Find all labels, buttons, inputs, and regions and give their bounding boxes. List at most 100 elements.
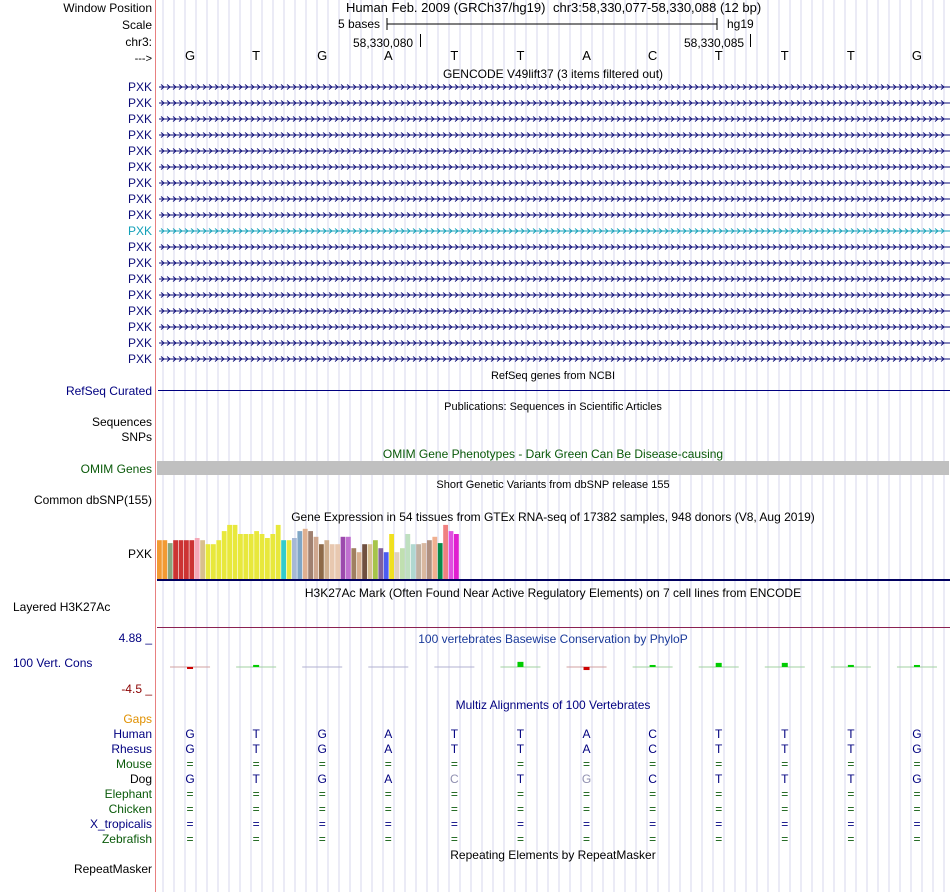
gencode-gene-label[interactable]: PXK (127, 336, 152, 350)
base-letter: G (911, 48, 923, 63)
publications-label-line2[interactable]: SNPs (121, 430, 152, 444)
base-letter: T (714, 48, 723, 63)
window-position-label: Window Position (63, 1, 152, 15)
multiz-aligned-base: = (583, 802, 591, 816)
multiz-aligned-base: = (384, 757, 392, 771)
multiz-aligned-base: A (384, 772, 393, 786)
multiz-aligned-base: = (649, 817, 657, 831)
multiz-species-label[interactable]: Human (113, 727, 152, 741)
multiz-aligned-base: = (186, 817, 194, 831)
multiz-species-label[interactable]: Elephant (104, 787, 152, 801)
gencode-gene-label[interactable]: PXK (127, 256, 152, 270)
multiz-gaps-label[interactable]: Gaps (123, 712, 152, 726)
gencode-gene-label[interactable]: PXK (127, 352, 152, 366)
multiz-species-label[interactable]: Zebrafish (101, 832, 152, 846)
multiz-aligned-base: = (583, 787, 591, 801)
base-letter: C (647, 48, 658, 63)
multiz-aligned-base: = (318, 832, 326, 846)
multiz-aligned-base: = (516, 787, 524, 801)
position-range: chr3:58,330,077-58,330,088 (12 bp) (553, 0, 762, 15)
refseq-gene-line[interactable] (158, 390, 950, 391)
multiz-aligned-base: G (912, 727, 922, 741)
multiz-aligned-base: G (185, 742, 195, 756)
multiz-aligned-base: G (581, 772, 592, 786)
multiz-species-label[interactable]: X_tropicalis (89, 817, 152, 831)
multiz-species-label[interactable]: Chicken (108, 802, 152, 816)
multiz-aligned-base: = (649, 832, 657, 846)
multiz-aligned-base: T (715, 727, 723, 741)
multiz-aligned-base: T (450, 742, 459, 756)
multiz-aligned-base: T (450, 727, 459, 741)
gencode-gene-label[interactable]: PXK (127, 224, 152, 238)
multiz-aligned-base: = (847, 832, 855, 846)
multiz-aligned-base: = (715, 802, 723, 816)
multiz-aligned-base: = (450, 817, 458, 831)
base-letter: T (252, 48, 261, 63)
gencode-gene-label[interactable]: PXK (127, 320, 152, 334)
multiz-aligned-base: = (318, 787, 326, 801)
publications-label-line1[interactable]: Sequences (91, 415, 152, 429)
multiz-aligned-base: = (715, 832, 723, 846)
coord-right: 58,330,085 (684, 36, 745, 50)
multiz-species-label[interactable]: Rhesus (111, 742, 152, 756)
multiz-aligned-base: = (649, 787, 657, 801)
gencode-gene-label[interactable]: PXK (127, 272, 152, 286)
dbsnp-track-title: Short Genetic Variants from dbSNP releas… (436, 479, 670, 491)
phylop-label[interactable]: 100 Vert. Cons (13, 656, 93, 670)
multiz-aligned-base: = (847, 787, 855, 801)
gtex-label[interactable]: PXK (127, 547, 152, 561)
multiz-aligned-base: = (384, 802, 392, 816)
gencode-gene-label[interactable]: PXK (127, 192, 152, 206)
gencode-gene-label[interactable]: PXK (127, 176, 152, 190)
h3k27ac-label[interactable]: Layered H3K27Ac (13, 600, 111, 614)
multiz-aligned-base: = (781, 832, 789, 846)
omim-label[interactable]: OMIM Genes (80, 462, 152, 476)
multiz-aligned-base: T (847, 772, 855, 786)
gencode-gene-label[interactable]: PXK (127, 80, 152, 94)
gencode-gene-label[interactable]: PXK (127, 160, 152, 174)
base-letter: A (383, 48, 393, 63)
gencode-gene-label[interactable]: PXK (127, 304, 152, 318)
gencode-gene-label[interactable]: PXK (127, 288, 152, 302)
multiz-species-label[interactable]: Dog (129, 772, 152, 786)
gencode-gene-label[interactable]: PXK (127, 240, 152, 254)
omim-phenotype-bar[interactable] (157, 461, 949, 475)
multiz-aligned-base: = (186, 802, 194, 816)
multiz-aligned-base: = (649, 757, 657, 771)
multiz-aligned-base: = (252, 817, 260, 831)
multiz-aligned-base: T (252, 772, 260, 786)
base-letter: T (450, 48, 459, 63)
refseq-label[interactable]: RefSeq Curated (65, 384, 152, 398)
multiz-aligned-base: = (450, 787, 458, 801)
multiz-aligned-base: = (384, 787, 392, 801)
multiz-aligned-base: = (252, 757, 260, 771)
multiz-aligned-base: T (781, 727, 789, 741)
multiz-aligned-base: = (649, 802, 657, 816)
multiz-species-label[interactable]: Mouse (115, 757, 152, 771)
multiz-aligned-base: T (847, 742, 855, 756)
repeatmasker-label[interactable]: RepeatMasker (73, 862, 152, 876)
multiz-aligned-base: = (583, 832, 591, 846)
gencode-gene-label[interactable]: PXK (127, 128, 152, 142)
gencode-gene-label[interactable]: PXK (127, 96, 152, 110)
multiz-aligned-base: = (318, 802, 326, 816)
multiz-aligned-base: T (781, 772, 789, 786)
multiz-aligned-base: G (317, 772, 327, 786)
base-letter: T (516, 48, 525, 63)
scale-bar (386, 18, 718, 30)
dbsnp-label[interactable]: Common dbSNP(155) (33, 493, 152, 507)
multiz-aligned-base: = (847, 757, 855, 771)
gencode-gene-label[interactable]: PXK (127, 144, 152, 158)
multiz-aligned-base: = (583, 817, 591, 831)
gencode-gene-label[interactable]: PXK (127, 112, 152, 126)
multiz-aligned-base: = (252, 832, 260, 846)
multiz-aligned-base: = (252, 787, 260, 801)
multiz-aligned-base: C (648, 742, 657, 756)
multiz-aligned-base: A (582, 742, 591, 756)
gencode-gene-label[interactable]: PXK (127, 208, 152, 222)
multiz-aligned-base: = (186, 832, 194, 846)
multiz-aligned-base: = (913, 802, 921, 816)
coord-left-tick (420, 34, 421, 47)
assembly-name: Human Feb. 2009 (GRCh37/hg19) (346, 0, 546, 15)
